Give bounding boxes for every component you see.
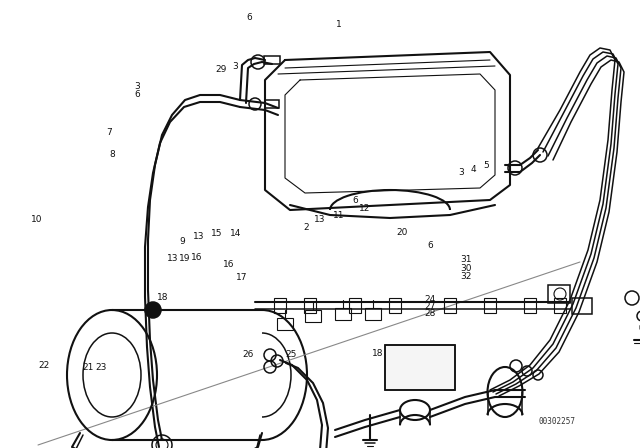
Text: 9: 9	[180, 237, 185, 246]
Bar	[335, 308, 351, 320]
Text: 19: 19	[179, 254, 190, 263]
Text: 3: 3	[233, 62, 238, 71]
Bar	[484, 298, 496, 313]
Bar	[274, 298, 286, 313]
Text: 13: 13	[314, 215, 326, 224]
Bar	[385, 345, 455, 390]
Text: 5: 5	[484, 161, 489, 170]
Text: 16: 16	[223, 260, 235, 269]
Text: 13: 13	[193, 232, 204, 241]
Text: 1: 1	[337, 20, 342, 29]
Bar	[524, 298, 536, 313]
Circle shape	[145, 302, 161, 318]
Text: 26: 26	[243, 350, 254, 359]
Text: 31: 31	[460, 255, 472, 264]
Text: 28: 28	[424, 309, 436, 318]
Bar	[572, 298, 592, 314]
Text: 24: 24	[424, 295, 436, 304]
Text: 8: 8	[109, 150, 115, 159]
Text: 17: 17	[236, 273, 248, 282]
Bar	[265, 100, 279, 108]
Bar	[304, 298, 316, 313]
Text: 12: 12	[359, 204, 371, 213]
Bar	[305, 310, 321, 322]
Text: 13: 13	[167, 254, 179, 263]
Text: 16: 16	[191, 253, 203, 262]
Text: 7: 7	[106, 128, 111, 137]
Bar	[444, 298, 456, 313]
Bar	[264, 56, 280, 64]
Bar	[277, 318, 293, 330]
Text: 22: 22	[38, 361, 49, 370]
Text: 25: 25	[285, 350, 297, 359]
Text: 6: 6	[353, 196, 358, 205]
Bar	[365, 308, 381, 320]
Text: 29: 29	[215, 65, 227, 74]
Text: 14: 14	[230, 229, 241, 238]
Text: 11: 11	[333, 211, 345, 220]
Text: 20: 20	[396, 228, 408, 237]
Text: 10: 10	[31, 215, 43, 224]
Text: 18: 18	[372, 349, 383, 358]
Text: 00302257: 00302257	[538, 417, 575, 426]
Text: 23: 23	[95, 363, 107, 372]
Text: 6: 6	[428, 241, 433, 250]
Text: 27: 27	[424, 302, 436, 311]
Bar	[389, 298, 401, 313]
Text: 15: 15	[211, 229, 222, 238]
Text: 3: 3	[135, 82, 140, 90]
Text: 30: 30	[460, 264, 472, 273]
Text: 6: 6	[247, 13, 252, 22]
Text: 2: 2	[303, 223, 308, 232]
Bar	[548, 285, 570, 303]
Bar	[554, 298, 566, 313]
Text: 21: 21	[83, 363, 94, 372]
Text: 32: 32	[460, 272, 472, 281]
Bar	[349, 298, 361, 313]
Text: 18: 18	[157, 293, 169, 302]
Text: 3: 3	[458, 168, 463, 177]
Text: 4: 4	[471, 165, 476, 174]
Text: 6: 6	[135, 90, 140, 99]
Bar	[385, 345, 455, 390]
